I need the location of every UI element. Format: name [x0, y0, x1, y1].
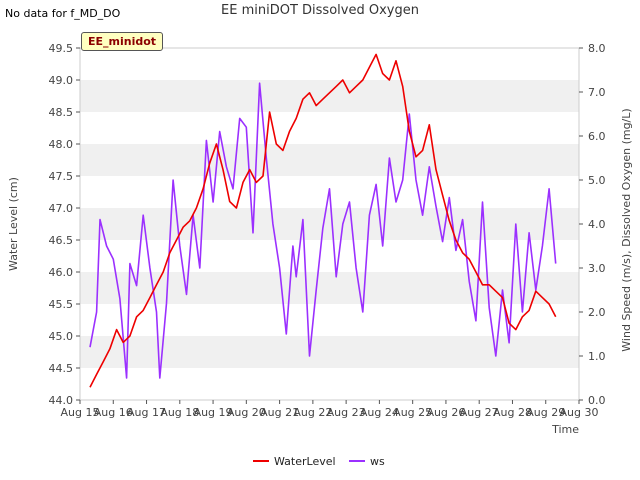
grid-band	[80, 368, 579, 400]
x-tick-label: Aug 22	[293, 406, 332, 419]
series-layer	[89, 53, 557, 388]
y-axis-left-label: Water Level (cm)	[7, 177, 20, 271]
x-tick-label: Aug 23	[327, 406, 366, 419]
grid-band	[80, 336, 579, 368]
grid-bands	[80, 48, 579, 400]
y-left-tick-label: 44.0	[49, 394, 74, 407]
y-left-tick-label: 48.5	[49, 106, 74, 119]
grid-band	[80, 208, 579, 240]
x-tick-label: Aug 18	[160, 406, 199, 419]
y-right-tick-label: 7.0	[588, 86, 606, 99]
y-right-tick-label: 4.0	[588, 218, 606, 231]
x-tick-label: Aug 26	[426, 406, 465, 419]
x-tick-label: Aug 29	[526, 406, 565, 419]
x-tick-label: Aug 15	[61, 406, 100, 419]
grid-band	[80, 304, 579, 336]
y-right-tick-label: 1.0	[588, 350, 606, 363]
grid-band	[80, 144, 579, 176]
series-line-ws	[89, 82, 557, 379]
station-badge: EE_minidot	[81, 32, 164, 51]
legend: WaterLevel ws	[253, 455, 385, 468]
y-left-tick-label: 49.5	[49, 42, 74, 55]
x-tick-label: Aug 25	[393, 406, 432, 419]
x-tick-label: Aug 21	[260, 406, 299, 419]
legend-label-ws: ws	[370, 455, 385, 468]
y-right-tick-label: 3.0	[588, 262, 606, 275]
y-left-tick-label: 47.5	[49, 170, 74, 183]
chart-title: EE miniDOT Dissolved Oxygen	[221, 3, 419, 18]
series-line-waterlevel	[89, 53, 557, 388]
y-right-tick-label: 8.0	[588, 42, 606, 55]
y-left-tick-label: 49.0	[49, 74, 74, 87]
x-tick-label: Aug 30	[560, 406, 599, 419]
x-tick-label: Aug 19	[194, 406, 233, 419]
y-right-tick-label: 2.0	[588, 306, 606, 319]
legend-label-waterlevel: WaterLevel	[274, 455, 336, 468]
x-tick-label: Aug 27	[460, 406, 499, 419]
no-data-notice: No data for f_MD_DO	[5, 7, 121, 20]
y-left-tick-label: 46.0	[49, 266, 74, 279]
x-tick-label: Aug 17	[127, 406, 166, 419]
grid-band	[80, 80, 579, 112]
x-tick-label: Aug 20	[227, 406, 266, 419]
y-left-tick-label: 47.0	[49, 202, 74, 215]
grid-band	[80, 112, 579, 144]
x-axis-label: Time	[551, 423, 579, 436]
y-right-tick-label: 6.0	[588, 130, 606, 143]
x-tick-label: Aug 24	[360, 406, 399, 419]
y-axis-right: 0.0 1.0 2.0 3.0 4.0 5.0 6.0 7.0 8.0	[579, 42, 606, 407]
y-left-tick-label: 48.0	[49, 138, 74, 151]
y-axis-left: 44.0 44.5 45.0 45.5 46.0 46.5 47.0 47.5 48.0 48.5…	[49, 42, 80, 407]
y-axis-right-label: Wind Speed (m/s), Dissolved Oxygen (mg/L…	[620, 108, 633, 351]
x-tick-label: Aug 16	[94, 406, 133, 419]
y-left-tick-label: 44.5	[49, 362, 74, 375]
y-right-tick-label: 5.0	[588, 174, 606, 187]
y-left-tick-label: 45.0	[49, 330, 74, 343]
x-tick-label: Aug 28	[493, 406, 532, 419]
grid-band	[80, 48, 579, 80]
grid-band	[80, 240, 579, 272]
grid-band	[80, 272, 579, 304]
y-left-tick-label: 46.5	[49, 234, 74, 247]
y-right-tick-label: 0.0	[588, 394, 606, 407]
y-left-tick-label: 45.5	[49, 298, 74, 311]
